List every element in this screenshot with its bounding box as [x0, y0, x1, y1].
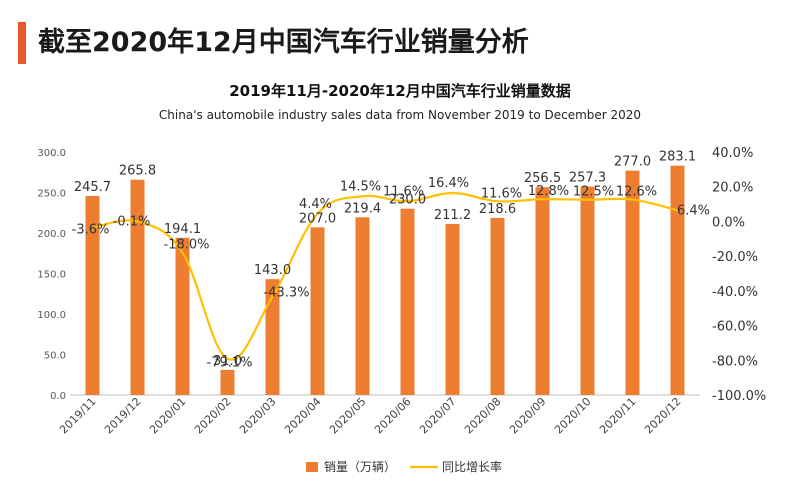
growth-rate-line: [92, 191, 678, 361]
y-left-tick-label: 100.0: [37, 310, 66, 321]
legend-swatch-sales: [306, 462, 318, 472]
sales-bar: [355, 217, 370, 395]
x-tick-label: 2020/03: [237, 395, 279, 437]
x-tick-label: 2020/10: [552, 395, 594, 437]
growth-rate-label: 16.4%: [428, 176, 469, 191]
sales-bar: [445, 223, 460, 395]
growth-rate-label: 12.6%: [616, 185, 657, 200]
x-tick-label: 2020/02: [192, 395, 234, 437]
bar-value-label: 219.4: [344, 201, 381, 216]
bar-value-label: 283.1: [659, 150, 696, 165]
bar-value-label: 211.2: [434, 208, 471, 223]
bar-value-label: 218.6: [479, 202, 516, 217]
sales-bar: [220, 369, 235, 395]
growth-rate-label: -43.3%: [264, 286, 310, 301]
sales-bar: [130, 179, 145, 395]
growth-rate-label: -0.1%: [113, 215, 151, 230]
x-tick-label: 2020/07: [417, 395, 459, 437]
x-tick-label: 2020/09: [507, 395, 549, 437]
title-accent-bar: [18, 22, 26, 64]
growth-rate-label: -18.0%: [164, 238, 210, 253]
x-tick-label: 2019/12: [102, 395, 144, 437]
bar-value-label: 257.3: [569, 171, 606, 186]
sales-bar: [85, 195, 100, 395]
y-left-tick-label: 200.0: [37, 229, 66, 240]
growth-rate-label: -3.6%: [72, 223, 110, 238]
sales-bar: [310, 227, 325, 395]
y-right-tick-label: -80.0%: [712, 354, 758, 369]
y-right-tick-label: 20.0%: [712, 181, 753, 196]
y-left-tick-label: 250.0: [37, 189, 66, 200]
x-tick-label: 2020/11: [597, 395, 639, 437]
y-left-tick-label: 150.0: [37, 270, 66, 281]
y-left-tick-label: 50.0: [44, 351, 66, 362]
x-tick-label: 2020/12: [642, 395, 684, 437]
bar-value-label: 265.8: [119, 164, 156, 179]
chart-subtitle: China's automobile industry sales data f…: [158, 108, 642, 122]
x-tick-label: 2020/08: [462, 395, 504, 437]
legend-label-growth: 同比增长率: [442, 459, 502, 474]
bar-value-label: 230.0: [389, 193, 426, 208]
y-left-tick-label: 300.0: [37, 148, 66, 159]
page-title: 截至2020年12月中国汽车行业销量分析: [38, 27, 529, 58]
growth-rate-label: 14.5%: [340, 179, 381, 194]
growth-rate-label: 4.4%: [299, 197, 332, 212]
y-right-tick-label: -20.0%: [712, 250, 758, 265]
x-tick-label: 2020/01: [147, 395, 189, 437]
sales-bar: [490, 217, 505, 395]
x-tick-label: 2020/05: [327, 395, 369, 437]
sales-bar: [175, 237, 190, 395]
sales-bar: [265, 279, 280, 395]
growth-rate-label: 11.6%: [481, 186, 522, 201]
sales-bar: [670, 165, 685, 395]
y-right-tick-label: -100.0%: [712, 389, 766, 404]
x-tick-label: 2020/04: [282, 395, 324, 437]
x-tick-label: 2020/06: [372, 395, 414, 437]
sales-bar: [625, 170, 640, 395]
sales-bar: [535, 187, 550, 395]
y-right-tick-label: 0.0%: [712, 215, 745, 230]
y-right-tick-label: -60.0%: [712, 320, 758, 335]
legend-label-sales: 销量（万辆）: [324, 460, 396, 474]
bar-value-label: 245.7: [74, 180, 111, 195]
growth-rate-label: -79.1%: [207, 356, 253, 371]
growth-rate-label: 6.4%: [677, 203, 710, 218]
growth-rate-label: 11.6%: [383, 184, 424, 199]
bar-value-label: 207.0: [299, 211, 336, 226]
y-right-tick-label: -40.0%: [712, 285, 758, 300]
bar-value-label: 256.5: [524, 171, 561, 186]
y-left-tick-label: 0.0: [50, 391, 66, 402]
bar-value-label: 31.0: [213, 354, 242, 369]
growth-rate-label: 12.8%: [528, 184, 569, 199]
bar-value-label: 194.1: [164, 222, 201, 237]
sales-bar: [400, 208, 415, 395]
y-right-tick-label: 40.0%: [712, 146, 753, 161]
bar-value-label: 143.0: [254, 263, 291, 278]
sales-bar: [580, 186, 595, 395]
chart-title: 2019年11月-2020年12月中国汽车行业销量数据: [229, 82, 571, 100]
growth-rate-label: 12.5%: [573, 185, 614, 200]
bar-value-label: 277.0: [614, 155, 651, 170]
